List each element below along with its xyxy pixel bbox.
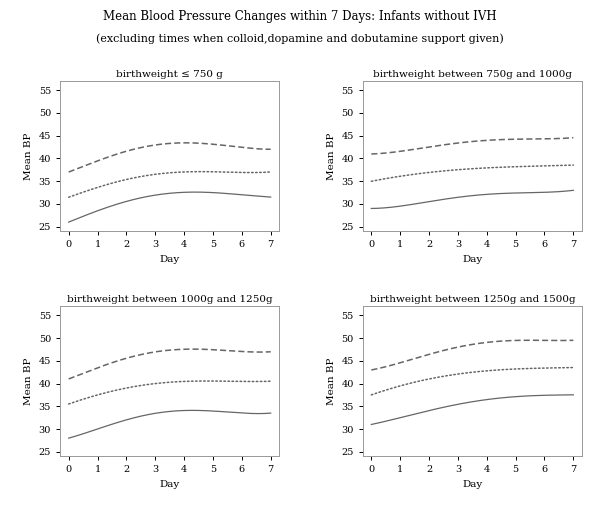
- Y-axis label: Mean BP: Mean BP: [24, 132, 33, 180]
- Title: birthweight ≤ 750 g: birthweight ≤ 750 g: [116, 70, 223, 79]
- X-axis label: Day: Day: [160, 480, 180, 489]
- X-axis label: Day: Day: [160, 255, 180, 264]
- Y-axis label: Mean BP: Mean BP: [327, 357, 336, 405]
- Text: (excluding times when colloid,dopamine and dobutamine support given): (excluding times when colloid,dopamine a…: [96, 33, 504, 44]
- Title: birthweight between 750g and 1000g: birthweight between 750g and 1000g: [373, 70, 572, 79]
- Title: birthweight between 1000g and 1250g: birthweight between 1000g and 1250g: [67, 295, 272, 304]
- Text: Mean Blood Pressure Changes within 7 Days: Infants without IVH: Mean Blood Pressure Changes within 7 Day…: [103, 10, 497, 23]
- X-axis label: Day: Day: [462, 255, 482, 264]
- Y-axis label: Mean BP: Mean BP: [327, 132, 336, 180]
- Title: birthweight between 1250g and 1500g: birthweight between 1250g and 1500g: [370, 295, 575, 304]
- Y-axis label: Mean BP: Mean BP: [24, 357, 33, 405]
- X-axis label: Day: Day: [462, 480, 482, 489]
